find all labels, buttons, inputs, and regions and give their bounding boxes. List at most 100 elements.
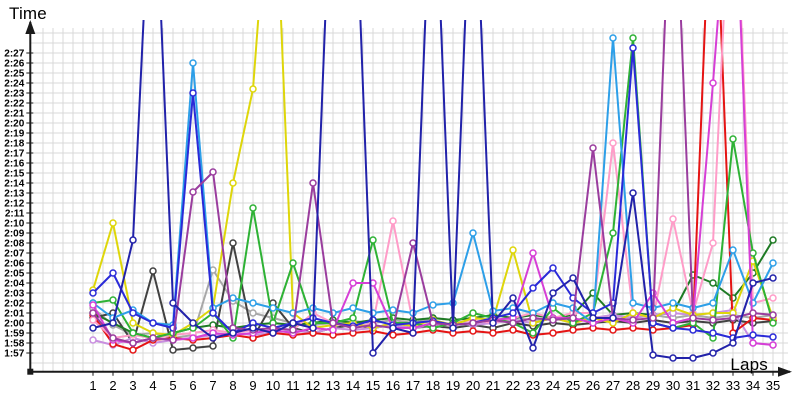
data-point-pink-lap-1 [89, 316, 97, 324]
data-point-violet-lap-35 [769, 341, 777, 349]
data-point-navy-lap-9 [249, 324, 257, 332]
data-point-red-lap-24 [549, 329, 557, 337]
y-tick-label: 2:05 [4, 269, 24, 280]
data-point-purple-lap-14 [349, 324, 357, 332]
y-tick-label: 2:18 [4, 139, 24, 150]
data-point-green-lap-33 [729, 135, 737, 143]
data-point-blue-lap-24 [549, 264, 557, 272]
x-tick-label: 3 [129, 378, 136, 393]
data-point-gray-lap-9 [249, 309, 257, 317]
x-tick-label: 20 [466, 378, 480, 393]
data-point-purple-lap-2 [109, 334, 117, 342]
x-tick-label: 6 [189, 378, 196, 393]
data-point-purple-lap-4 [149, 334, 157, 342]
data-point-navy-lap-1 [89, 324, 97, 332]
data-point-purple-lap-5 [169, 336, 177, 344]
x-tick-label: 10 [266, 378, 280, 393]
data-point-red-lap-3 [129, 346, 137, 354]
data-point-purple-lap-1 [89, 309, 97, 317]
data-point-navy-lap-27 [609, 314, 617, 322]
data-point-purple-lap-20 [469, 319, 477, 327]
data-point-blue-lap-35 [769, 333, 777, 341]
data-point-green-lap-2 [109, 296, 117, 304]
data-point-yellow-lap-8 [229, 179, 237, 187]
data-point-black-lap-4 [149, 267, 157, 275]
y-tick-label: 2:24 [4, 79, 24, 90]
data-point-black-lap-6 [189, 344, 197, 352]
y-tick-label: 2:22 [4, 99, 24, 110]
data-point-blue-lap-28 [629, 44, 637, 52]
x-tick-label: 9 [249, 378, 256, 393]
y-tick-label: 2:19 [4, 129, 24, 140]
data-point-purple-lap-33 [729, 314, 737, 322]
x-tick-label: 11 [286, 378, 300, 393]
x-tick-label: 18 [426, 378, 440, 393]
data-point-navy-lap-31 [689, 354, 697, 362]
data-point-purple-lap-32 [709, 316, 717, 324]
y-tick-label: 1:57 [4, 349, 24, 360]
data-point-navy-lap-21 [489, 319, 497, 327]
x-tick-label: 21 [486, 378, 500, 393]
data-point-pink-lap-27 [609, 139, 617, 147]
data-point-green-lap-9 [249, 204, 257, 212]
y-tick-label: 2:10 [4, 219, 24, 230]
data-point-purple-lap-26 [589, 144, 597, 152]
y-tick-label: 2:15 [4, 169, 24, 180]
data-point-navy-lap-30 [669, 354, 677, 362]
data-point-navy-lap-15 [369, 349, 377, 357]
data-point-blue-lap-2 [109, 269, 117, 277]
data-point-violet-lap-23 [529, 249, 537, 257]
data-point-navy-lap-2 [109, 319, 117, 327]
data-point-navy-lap-16 [389, 324, 397, 332]
data-point-purple-lap-35 [769, 311, 777, 319]
data-point-skyblue-lap-20 [469, 229, 477, 237]
data-point-green-lap-23 [529, 329, 537, 337]
x-tick-label: 28 [626, 378, 640, 393]
data-point-pink-lap-16 [389, 217, 397, 225]
data-point-navy-lap-8 [229, 329, 237, 337]
data-point-green-lap-20 [469, 309, 477, 317]
data-point-red-lap-27 [609, 326, 617, 334]
x-axis-arrow-icon [778, 366, 792, 377]
data-point-purple-lap-31 [689, 314, 697, 322]
x-tick-label: 5 [169, 378, 176, 393]
series-line-navy [92, 20, 774, 359]
data-point-purple-lap-13 [329, 319, 337, 327]
x-tick-label: 32 [706, 378, 720, 393]
data-point-purple-lap-3 [129, 339, 137, 347]
data-point-skyblue-lap-9 [249, 299, 257, 307]
y-axis-arrow-icon [25, 20, 36, 34]
x-tick-label: 19 [446, 378, 460, 393]
data-point-navy-lap-28 [629, 189, 637, 197]
x-tick-label: 2 [109, 378, 116, 393]
y-tick-label: 2:26 [4, 59, 24, 70]
data-point-blue-lap-22 [509, 309, 517, 317]
x-tick-label: 1 [89, 378, 96, 393]
data-point-blue-lap-1 [89, 289, 97, 297]
y-tick-label: 2:20 [4, 119, 24, 130]
y-tick-label: 2:02 [4, 299, 24, 310]
y-tick-label: 2:23 [4, 89, 24, 100]
x-tick-label: 33 [726, 378, 740, 393]
y-tick-label: 2:17 [4, 149, 24, 160]
data-point-yellow-lap-3 [129, 319, 137, 327]
data-point-navy-lap-7 [209, 334, 217, 342]
data-point-navy-lap-34 [749, 279, 757, 287]
x-tick-label: 8 [229, 378, 236, 393]
data-point-navy-lap-26 [589, 314, 597, 322]
y-tick-label: 2:13 [4, 189, 24, 200]
data-point-pink-lap-35 [769, 294, 777, 302]
data-point-navy-lap-12 [309, 324, 317, 332]
data-point-purple-lap-22 [509, 319, 517, 327]
data-point-plum-lap-1 [89, 336, 97, 344]
data-point-purple-lap-12 [309, 179, 317, 187]
data-point-navy-lap-6 [189, 319, 197, 327]
y-tick-label: 2:04 [4, 279, 24, 290]
data-point-navy-lap-32 [709, 349, 717, 357]
data-point-green-lap-35 [769, 319, 777, 327]
data-point-black-lap-8 [229, 239, 237, 247]
data-point-skyblue-lap-8 [229, 294, 237, 302]
data-point-purple-lap-29 [649, 314, 657, 322]
